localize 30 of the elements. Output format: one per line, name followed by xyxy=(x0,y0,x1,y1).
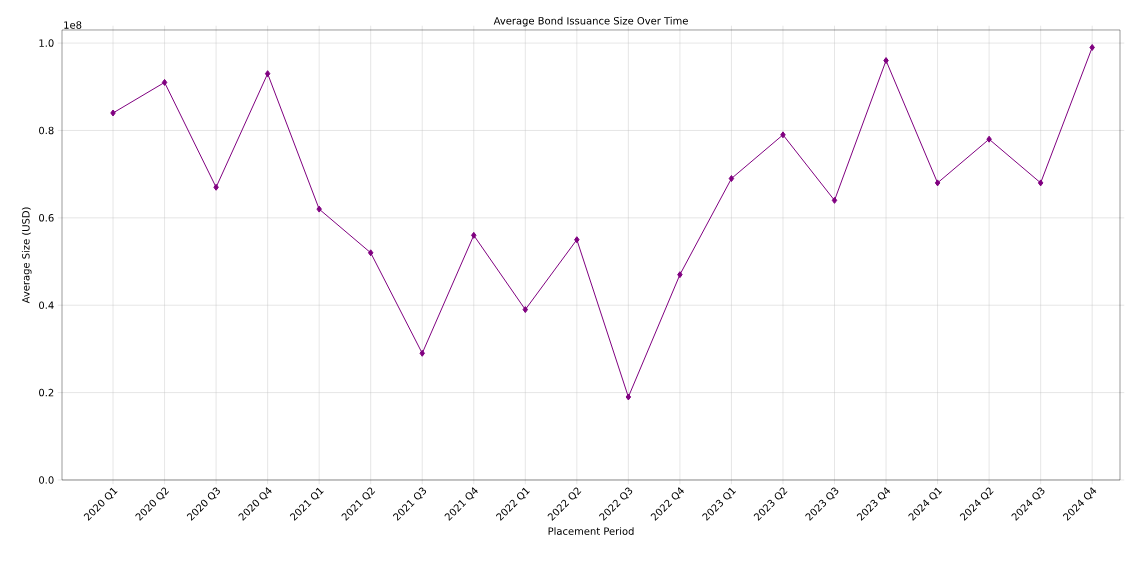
y-tick-label: 0.0 xyxy=(39,476,54,484)
point xyxy=(213,183,219,191)
point xyxy=(883,57,889,65)
point xyxy=(831,196,838,204)
point xyxy=(522,306,529,314)
point xyxy=(367,249,374,257)
y-tick-label: 0.6 xyxy=(39,214,54,222)
point xyxy=(780,131,786,139)
point xyxy=(471,231,477,239)
y-tick-label: 0.4 xyxy=(39,301,54,309)
point xyxy=(625,393,632,401)
point xyxy=(728,175,735,183)
point xyxy=(316,205,322,213)
point xyxy=(934,179,941,187)
point xyxy=(677,271,683,279)
text: 1e8 xyxy=(64,21,82,29)
point xyxy=(986,135,992,143)
point xyxy=(419,349,425,357)
point xyxy=(264,70,271,78)
point xyxy=(110,109,116,117)
point xyxy=(1037,179,1044,187)
y-tick-label: 1.0 xyxy=(39,39,54,47)
point xyxy=(161,78,168,86)
y-tick-label: 0.8 xyxy=(39,126,54,135)
chart-title: Average Bond Issuance Size Over Time xyxy=(493,16,688,27)
y-tick-label: 0.2 xyxy=(39,388,54,397)
x-axis-title: Placement Period xyxy=(548,527,634,535)
point xyxy=(1089,43,1095,51)
y-axis-title: Average Size (USD) xyxy=(21,207,32,304)
point xyxy=(574,236,580,244)
